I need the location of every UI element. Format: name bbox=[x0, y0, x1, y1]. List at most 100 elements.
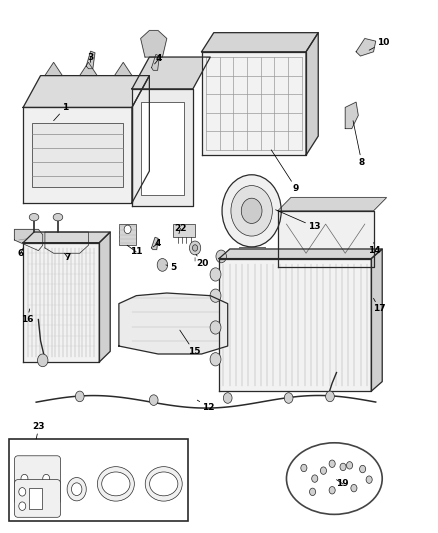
Circle shape bbox=[38, 354, 48, 367]
Circle shape bbox=[231, 185, 272, 236]
Bar bbox=[173, 224, 195, 237]
Circle shape bbox=[216, 250, 226, 263]
Polygon shape bbox=[23, 232, 110, 243]
Circle shape bbox=[325, 391, 334, 402]
FancyBboxPatch shape bbox=[14, 456, 60, 504]
Polygon shape bbox=[141, 30, 167, 57]
Polygon shape bbox=[152, 237, 158, 249]
Text: 8: 8 bbox=[353, 120, 365, 166]
Polygon shape bbox=[86, 51, 95, 69]
Ellipse shape bbox=[29, 214, 39, 221]
Text: 4: 4 bbox=[153, 239, 161, 248]
Polygon shape bbox=[45, 232, 88, 253]
Bar bbox=[119, 224, 136, 245]
Ellipse shape bbox=[210, 321, 221, 334]
Polygon shape bbox=[80, 62, 97, 76]
Polygon shape bbox=[119, 293, 228, 354]
Circle shape bbox=[223, 393, 232, 403]
Text: 6: 6 bbox=[18, 248, 24, 259]
Text: 23: 23 bbox=[33, 422, 45, 439]
Circle shape bbox=[149, 395, 158, 406]
Ellipse shape bbox=[145, 467, 182, 501]
Polygon shape bbox=[345, 102, 358, 128]
Circle shape bbox=[351, 484, 357, 492]
Bar bbox=[9, 439, 187, 521]
Text: 14: 14 bbox=[368, 243, 381, 255]
Polygon shape bbox=[132, 89, 193, 206]
Polygon shape bbox=[278, 211, 374, 266]
Text: 9: 9 bbox=[271, 150, 299, 193]
Circle shape bbox=[312, 475, 318, 482]
Polygon shape bbox=[23, 108, 132, 203]
Text: 16: 16 bbox=[21, 309, 33, 324]
Text: 3: 3 bbox=[88, 53, 94, 62]
Polygon shape bbox=[132, 76, 149, 203]
Circle shape bbox=[321, 467, 326, 474]
Bar bbox=[29, 488, 42, 510]
Polygon shape bbox=[99, 232, 110, 362]
Circle shape bbox=[301, 464, 307, 472]
Circle shape bbox=[360, 465, 366, 473]
Text: 12: 12 bbox=[197, 400, 215, 411]
Polygon shape bbox=[201, 33, 318, 52]
Polygon shape bbox=[45, 62, 62, 76]
Circle shape bbox=[189, 241, 201, 255]
Ellipse shape bbox=[210, 353, 221, 366]
Polygon shape bbox=[356, 38, 376, 56]
Ellipse shape bbox=[210, 268, 221, 281]
Circle shape bbox=[75, 391, 84, 402]
Polygon shape bbox=[219, 259, 371, 391]
Text: 4: 4 bbox=[155, 54, 162, 64]
Polygon shape bbox=[371, 249, 382, 391]
Text: 5: 5 bbox=[166, 263, 177, 272]
Circle shape bbox=[284, 393, 293, 403]
Text: 19: 19 bbox=[336, 479, 349, 488]
Bar bbox=[32, 123, 123, 187]
Circle shape bbox=[21, 474, 28, 483]
Circle shape bbox=[340, 463, 346, 471]
Text: 1: 1 bbox=[53, 103, 69, 120]
Ellipse shape bbox=[97, 467, 134, 501]
Polygon shape bbox=[219, 249, 382, 259]
Circle shape bbox=[366, 476, 372, 483]
Text: 22: 22 bbox=[174, 224, 187, 233]
Circle shape bbox=[43, 474, 49, 483]
Circle shape bbox=[157, 259, 168, 271]
Ellipse shape bbox=[150, 472, 178, 496]
Polygon shape bbox=[23, 76, 149, 108]
Circle shape bbox=[67, 478, 86, 501]
Polygon shape bbox=[306, 33, 318, 155]
Text: 15: 15 bbox=[180, 330, 200, 356]
Circle shape bbox=[19, 488, 26, 496]
Ellipse shape bbox=[286, 443, 382, 514]
Text: 20: 20 bbox=[196, 254, 209, 268]
Circle shape bbox=[346, 462, 353, 469]
Text: 10: 10 bbox=[369, 38, 389, 50]
Text: 13: 13 bbox=[276, 210, 321, 231]
Ellipse shape bbox=[210, 289, 221, 302]
Ellipse shape bbox=[102, 472, 130, 496]
Polygon shape bbox=[152, 54, 159, 70]
Circle shape bbox=[310, 488, 316, 496]
Polygon shape bbox=[115, 62, 132, 76]
Polygon shape bbox=[278, 198, 387, 211]
Circle shape bbox=[192, 245, 198, 251]
Ellipse shape bbox=[53, 214, 63, 221]
Polygon shape bbox=[23, 243, 99, 362]
Polygon shape bbox=[201, 52, 306, 155]
Circle shape bbox=[241, 198, 262, 223]
Circle shape bbox=[329, 460, 335, 467]
Circle shape bbox=[124, 225, 131, 233]
Text: 11: 11 bbox=[127, 245, 142, 256]
Circle shape bbox=[71, 483, 82, 496]
Text: 7: 7 bbox=[64, 253, 71, 262]
Bar bbox=[239, 247, 265, 260]
Bar bbox=[141, 102, 184, 195]
FancyBboxPatch shape bbox=[14, 480, 60, 518]
Circle shape bbox=[19, 502, 26, 511]
Polygon shape bbox=[14, 229, 43, 251]
Circle shape bbox=[329, 487, 335, 494]
Circle shape bbox=[222, 175, 281, 247]
Polygon shape bbox=[132, 57, 210, 89]
Text: 17: 17 bbox=[373, 298, 386, 313]
